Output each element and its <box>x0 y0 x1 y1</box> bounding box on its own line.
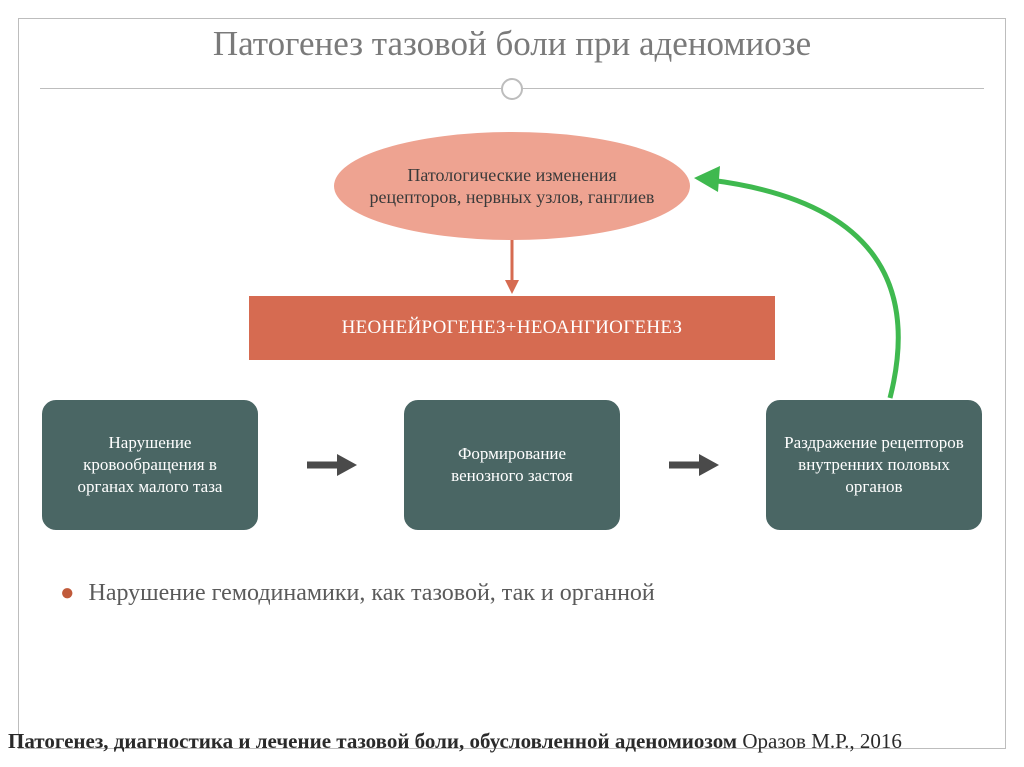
arrow-box1-to-box2 <box>303 398 359 532</box>
title-divider <box>0 78 1024 100</box>
arrow-box2-to-box3 <box>665 398 721 532</box>
bullet-area: ● Нарушение гемодинамики, как тазовой, т… <box>60 580 964 607</box>
reference-citation: Патогенез, диагностика и лечение тазовой… <box>8 728 1000 755</box>
node-box1: Нарушение кровообращения в органах малог… <box>40 398 260 532</box>
bullet-item: ● Нарушение гемодинамики, как тазовой, т… <box>60 580 964 607</box>
node-box1-label: Нарушение кровообращения в органах малог… <box>58 432 242 498</box>
bottom-row: Нарушение кровообращения в органах малог… <box>40 398 984 532</box>
bullet-dot-icon: ● <box>60 581 75 605</box>
node-rect-label: НЕОНЕЙРОГЕНЕЗ+НЕОАНГИОГЕНЕЗ <box>342 317 683 339</box>
node-box3: Раздражение рецепторов внутренних половы… <box>764 398 984 532</box>
node-box2-label: Формирование венозного застоя <box>420 443 604 487</box>
node-box3-label: Раздражение рецепторов внутренних половы… <box>782 432 966 498</box>
reference-rest: Оразов М.Р., 2016 <box>737 729 902 753</box>
node-ellipse: Патологические изменения рецепторов, нер… <box>332 130 692 242</box>
arrow-ellipse-to-rect <box>502 240 522 296</box>
node-rect: НЕОНЕЙРОГЕНЕЗ+НЕОАНГИОГЕНЕЗ <box>247 294 777 362</box>
bullet-text: Нарушение гемодинамики, как тазовой, так… <box>89 580 655 607</box>
reference-bold: Патогенез, диагностика и лечение тазовой… <box>8 729 737 753</box>
node-box2: Формирование венозного застоя <box>402 398 622 532</box>
flow-diagram: Патологические изменения рецепторов, нер… <box>40 130 984 570</box>
node-ellipse-label: Патологические изменения рецепторов, нер… <box>368 164 656 209</box>
